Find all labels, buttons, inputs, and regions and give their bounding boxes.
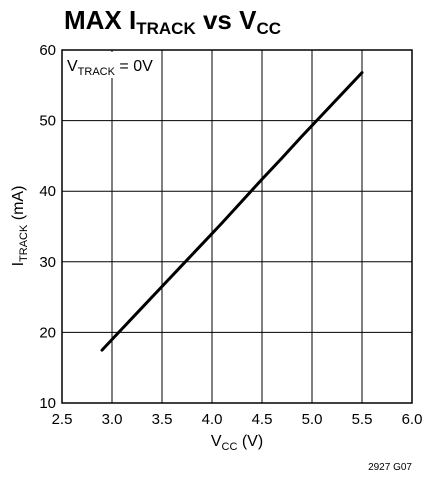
figure-id: 2927 G07	[368, 462, 412, 473]
x-axis-label: VCC (V)	[211, 433, 263, 453]
x-tick-labels: 2.5 3.0 3.5 4.0 4.5 5.0 5.5 6.0	[52, 411, 423, 428]
x-tick-label: 3.0	[102, 411, 123, 428]
y-tick-label: 30	[39, 254, 56, 271]
y-tick-label: 40	[39, 183, 56, 200]
y-tick-label: 20	[39, 324, 56, 341]
y-tick-label: 10	[39, 395, 56, 412]
plot-frame	[61, 49, 413, 404]
x-tick-label: 6.0	[402, 411, 423, 428]
series-line-itrack	[100, 71, 364, 352]
y-tick-label: 60	[39, 42, 56, 59]
x-tick-label: 5.5	[352, 411, 373, 428]
grid	[62, 50, 412, 403]
x-tick-label: 4.0	[202, 411, 223, 428]
x-tick-label: 2.5	[52, 411, 73, 428]
x-tick-label: 4.5	[252, 411, 273, 428]
y-axis-label: ITRACK (mA)	[10, 186, 30, 267]
annotation-vtrack: VTRACK = 0V	[67, 58, 153, 78]
x-tick-label: 3.5	[152, 411, 173, 428]
y-tick-labels: 10 20 30 40 50 60	[39, 42, 56, 412]
x-tick-label: 5.0	[302, 411, 323, 428]
annotation-background	[64, 52, 160, 78]
y-tick-label: 50	[39, 113, 56, 130]
chart-title: MAX ITRACK vs VCC	[64, 5, 281, 38]
